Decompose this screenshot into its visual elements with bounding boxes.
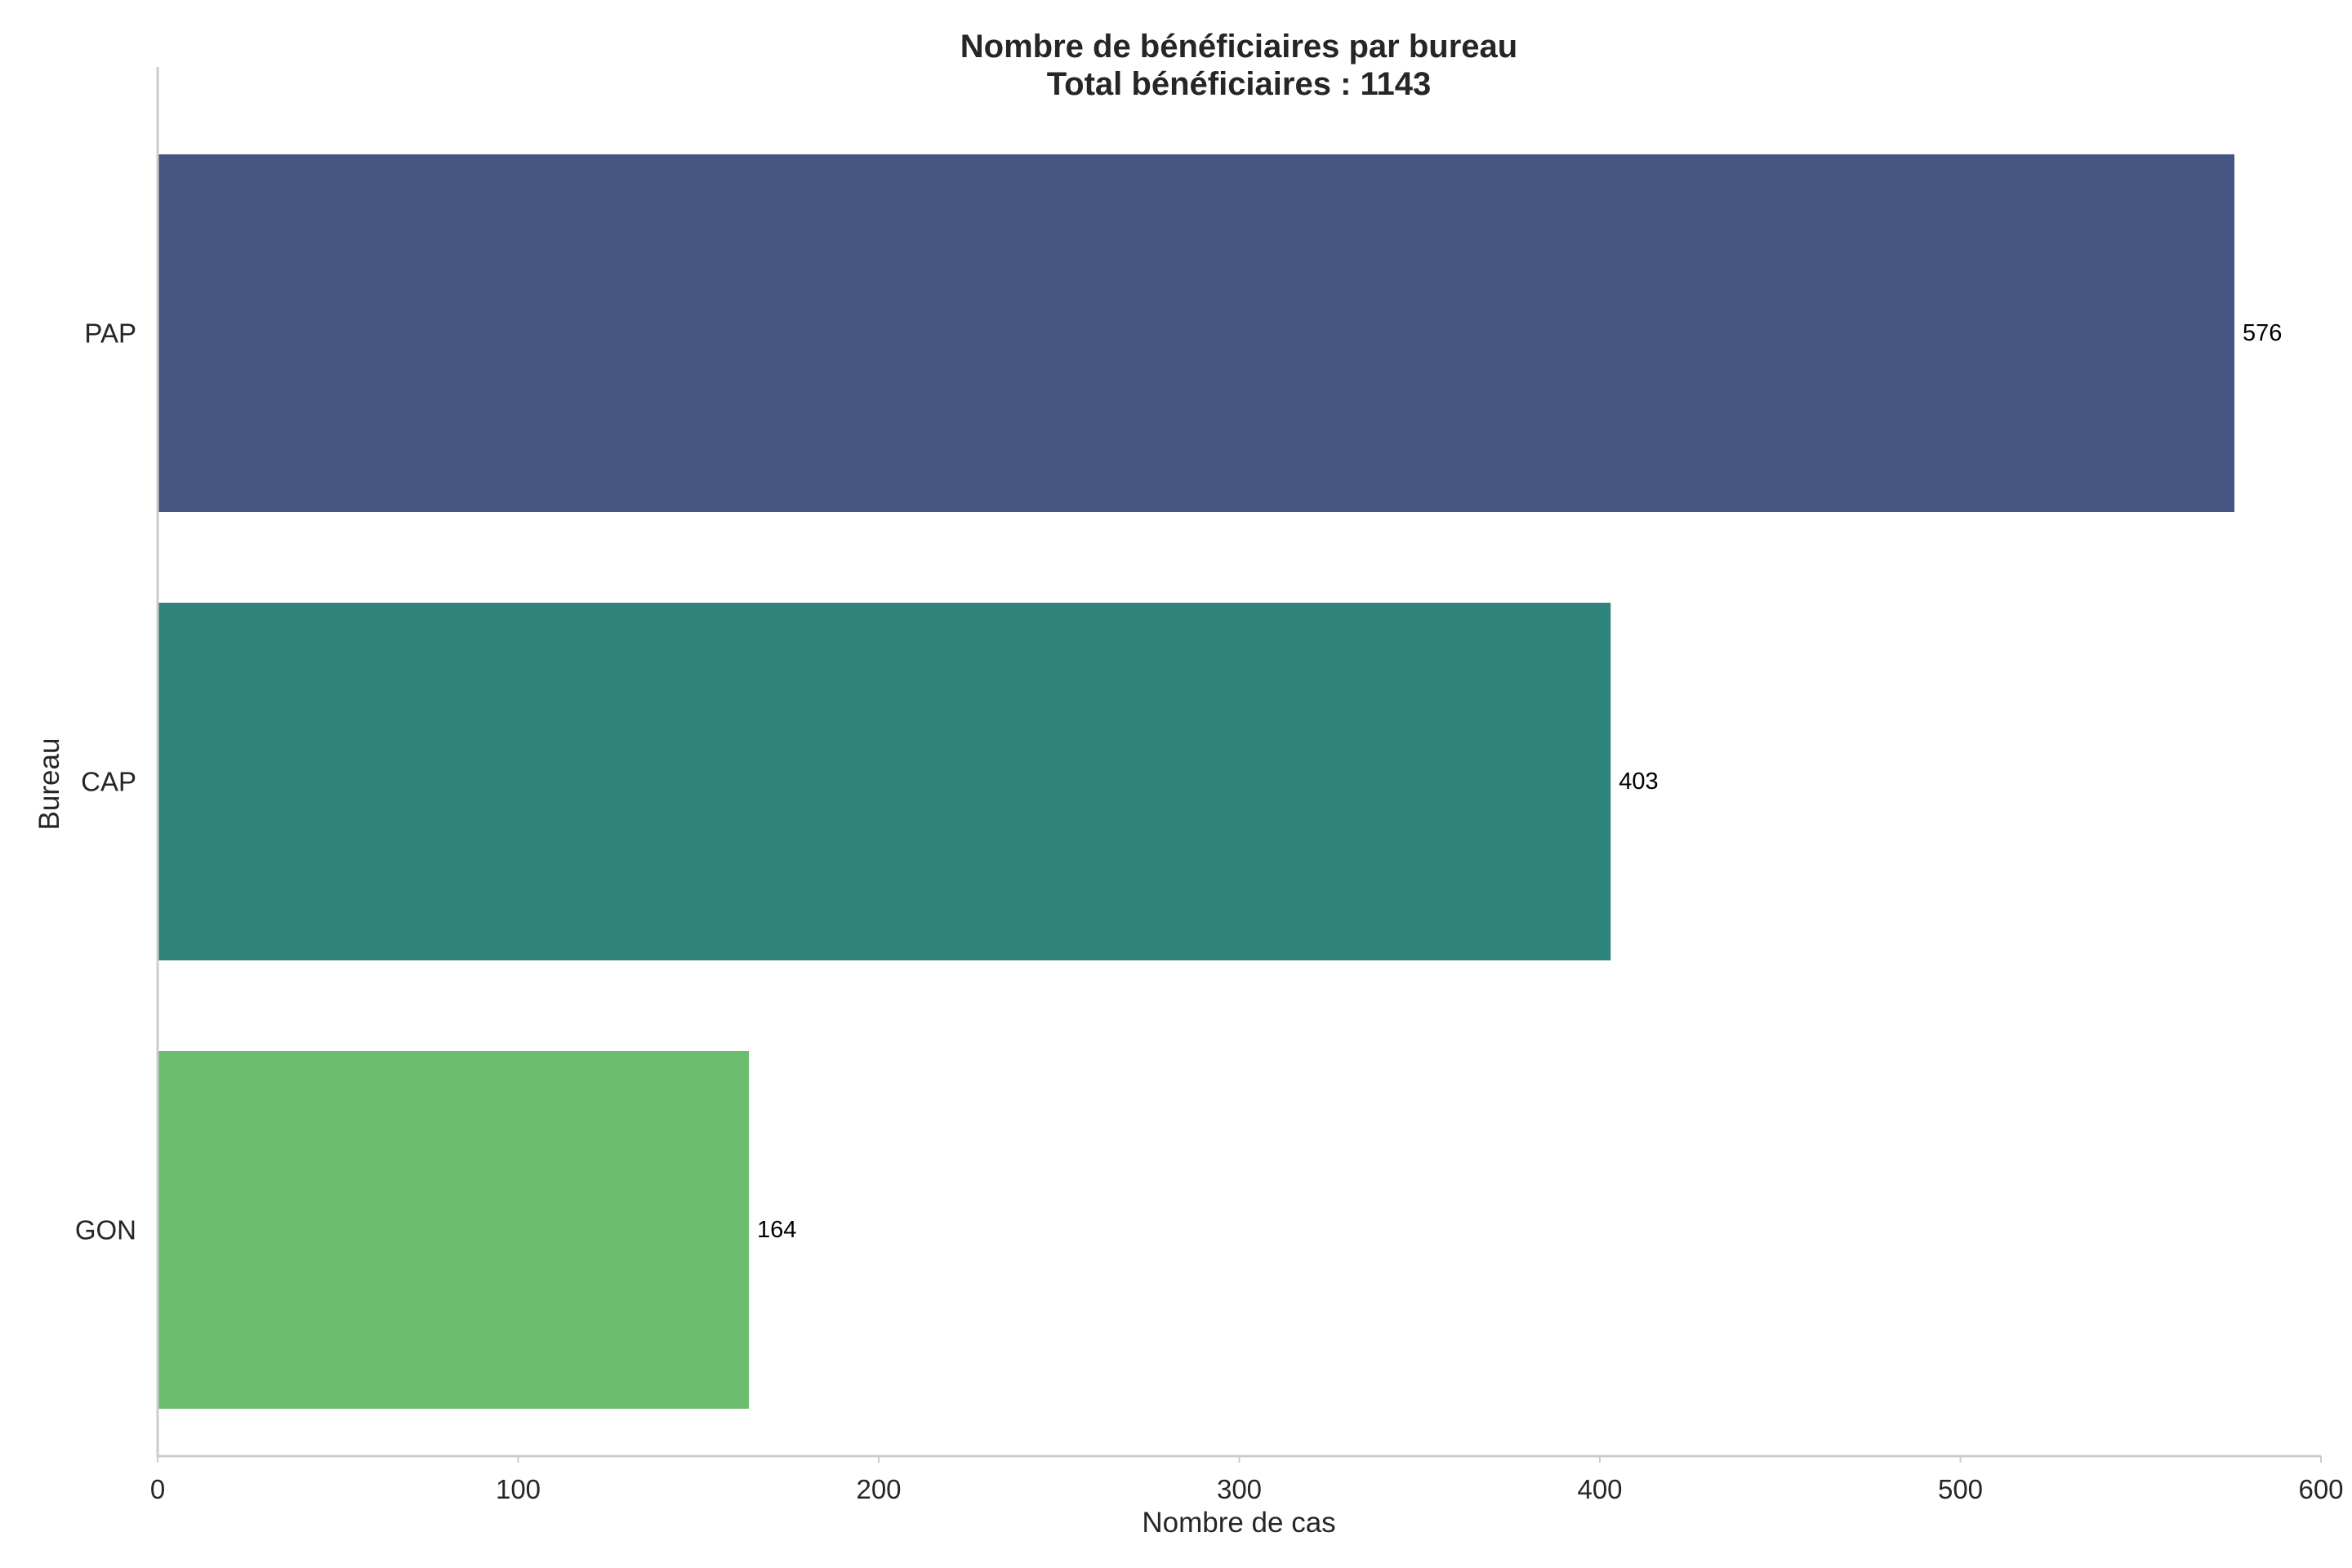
- y-tick-label-cap: CAP: [81, 767, 136, 797]
- y-tick-label-pap: PAP: [84, 318, 136, 349]
- data-label-pap: 576: [2243, 320, 2282, 346]
- x-tick-label-400: 400: [1577, 1474, 1622, 1504]
- x-tick-label-600: 600: [2298, 1474, 2343, 1504]
- x-tick-label-500: 500: [1938, 1474, 1983, 1504]
- x-tick-label-300: 300: [1217, 1474, 1262, 1504]
- data-label-gon: 164: [757, 1217, 796, 1243]
- bars-group: [158, 154, 2235, 1409]
- bar-cap: [158, 603, 1611, 960]
- x-tick-label-200: 200: [856, 1474, 901, 1504]
- x-tick-label-100: 100: [496, 1474, 541, 1504]
- data-labels-group: 576 403 164: [757, 320, 2282, 1243]
- bar-pap: [158, 154, 2235, 512]
- y-tick-label-gon: GON: [75, 1215, 136, 1245]
- bar-gon: [158, 1051, 750, 1409]
- x-tick-label-0: 0: [150, 1474, 165, 1504]
- y-tick-labels-group: PAP CAP GON: [75, 318, 136, 1245]
- x-ticks-group: 0 100 200 300 400 500 600: [150, 1456, 2344, 1504]
- y-axis-label: Bureau: [33, 738, 65, 831]
- chart-subtitle: Total bénéficiaires : 1143: [1047, 66, 1432, 102]
- chart-title: Nombre de bénéficiaires par bureau: [960, 29, 1517, 65]
- x-axis-label: Nombre de cas: [1142, 1507, 1335, 1539]
- data-label-cap: 403: [1619, 768, 1658, 795]
